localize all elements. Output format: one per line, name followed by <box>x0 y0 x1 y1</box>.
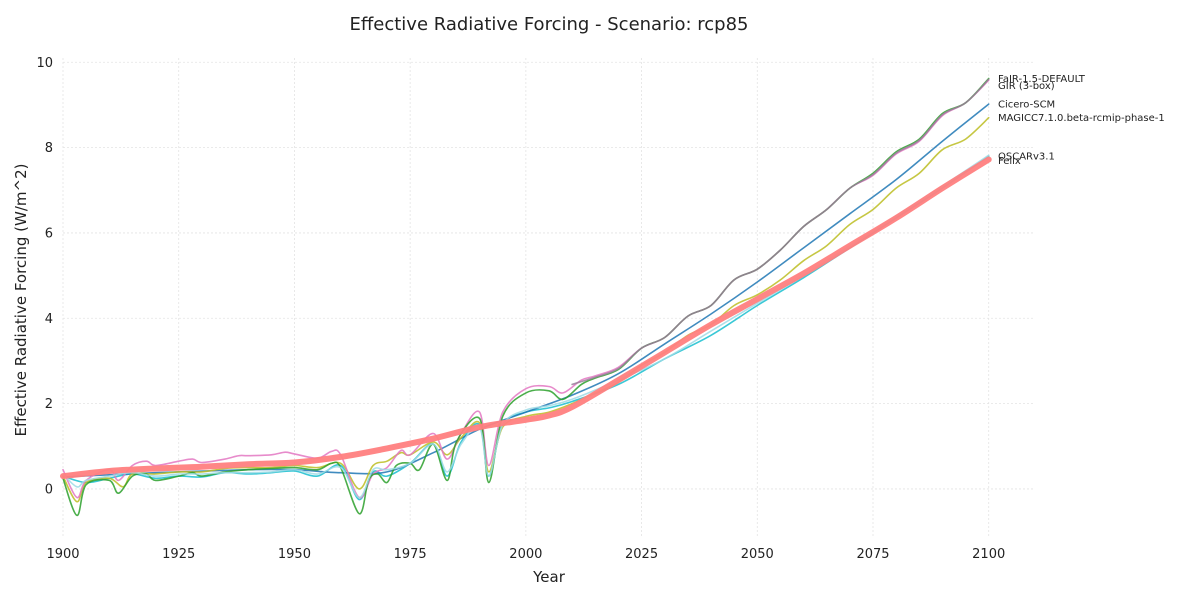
end-label-5: Fellx <box>998 156 1021 167</box>
y-tick-label: 10 <box>36 56 53 71</box>
x-tick-label: 2075 <box>856 547 889 562</box>
end-label-0: FaIR-1.5-DEFAULT <box>998 74 1086 85</box>
y-axis-label: Effective Radiative Forcing (W/m^2) <box>12 164 30 437</box>
series-layer <box>60 77 992 517</box>
x-tick-label: 2050 <box>741 547 774 562</box>
series-line-6 <box>571 78 990 386</box>
y-tick-label: 4 <box>45 312 53 327</box>
y-tick-label: 6 <box>45 226 53 241</box>
series-line-4 <box>62 77 990 517</box>
series-line-2 <box>62 116 990 503</box>
y-tick-label: 8 <box>45 141 53 156</box>
end-label-1: GIR (3-box) <box>998 81 1055 92</box>
tick-layer: 1900 1925 1950 1975 2000 2025 2050 2075 2100 0 2 4 6… <box>36 56 1005 562</box>
end-label-3: MAGICC7.1.0.beta-rcmip-phase-1 <box>998 113 1165 124</box>
x-tick-label: 2100 <box>972 547 1005 562</box>
x-tick-label: 1900 <box>46 547 79 562</box>
x-axis-label: Year <box>532 568 566 586</box>
chart-title: Effective Radiative Forcing - Scenario: … <box>349 14 748 35</box>
y-tick-label: 2 <box>45 397 53 412</box>
x-tick-label: 1925 <box>162 547 195 562</box>
end-label-4: OSCARv3.1 <box>998 152 1055 163</box>
y-tick-label: 0 <box>45 482 53 497</box>
series-line-7 <box>60 156 992 480</box>
end-label-2: Cicero-SCM <box>998 100 1055 111</box>
x-tick-label: 2000 <box>509 547 542 562</box>
x-tick-label: 2025 <box>625 547 658 562</box>
x-tick-label: 1975 <box>394 547 427 562</box>
series-line-5 <box>62 154 990 499</box>
x-tick-label: 1950 <box>278 547 311 562</box>
